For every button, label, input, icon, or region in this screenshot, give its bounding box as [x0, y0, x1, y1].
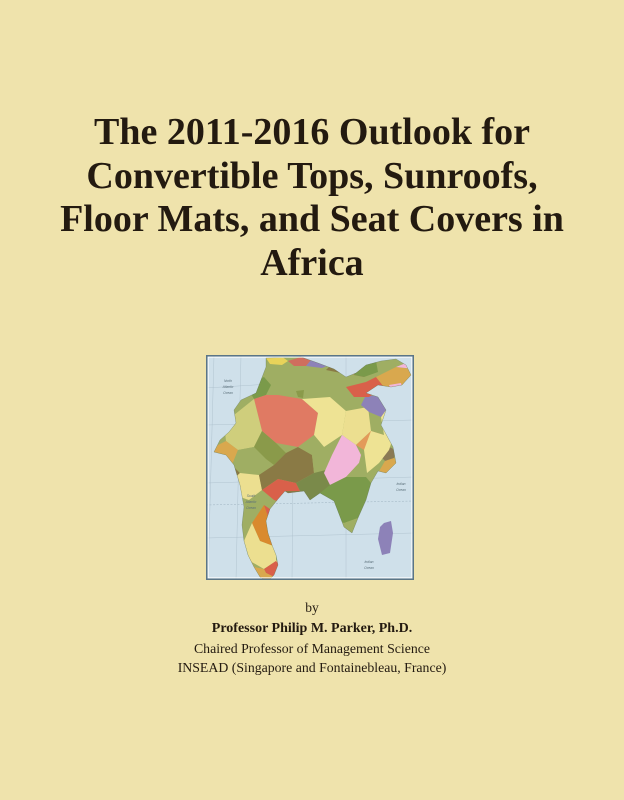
svg-text:South: South	[247, 494, 256, 498]
svg-text:Indian: Indian	[397, 482, 406, 486]
svg-text:Atlantic: Atlantic	[222, 385, 234, 389]
svg-text:Ocean: Ocean	[364, 566, 374, 570]
svg-text:Atlantic: Atlantic	[245, 500, 257, 504]
svg-text:Ocean: Ocean	[246, 506, 256, 510]
svg-text:Indian: Indian	[365, 560, 374, 564]
svg-text:Ocean: Ocean	[396, 488, 406, 492]
svg-text:North: North	[224, 379, 232, 383]
svg-text:Ocean: Ocean	[223, 391, 233, 395]
